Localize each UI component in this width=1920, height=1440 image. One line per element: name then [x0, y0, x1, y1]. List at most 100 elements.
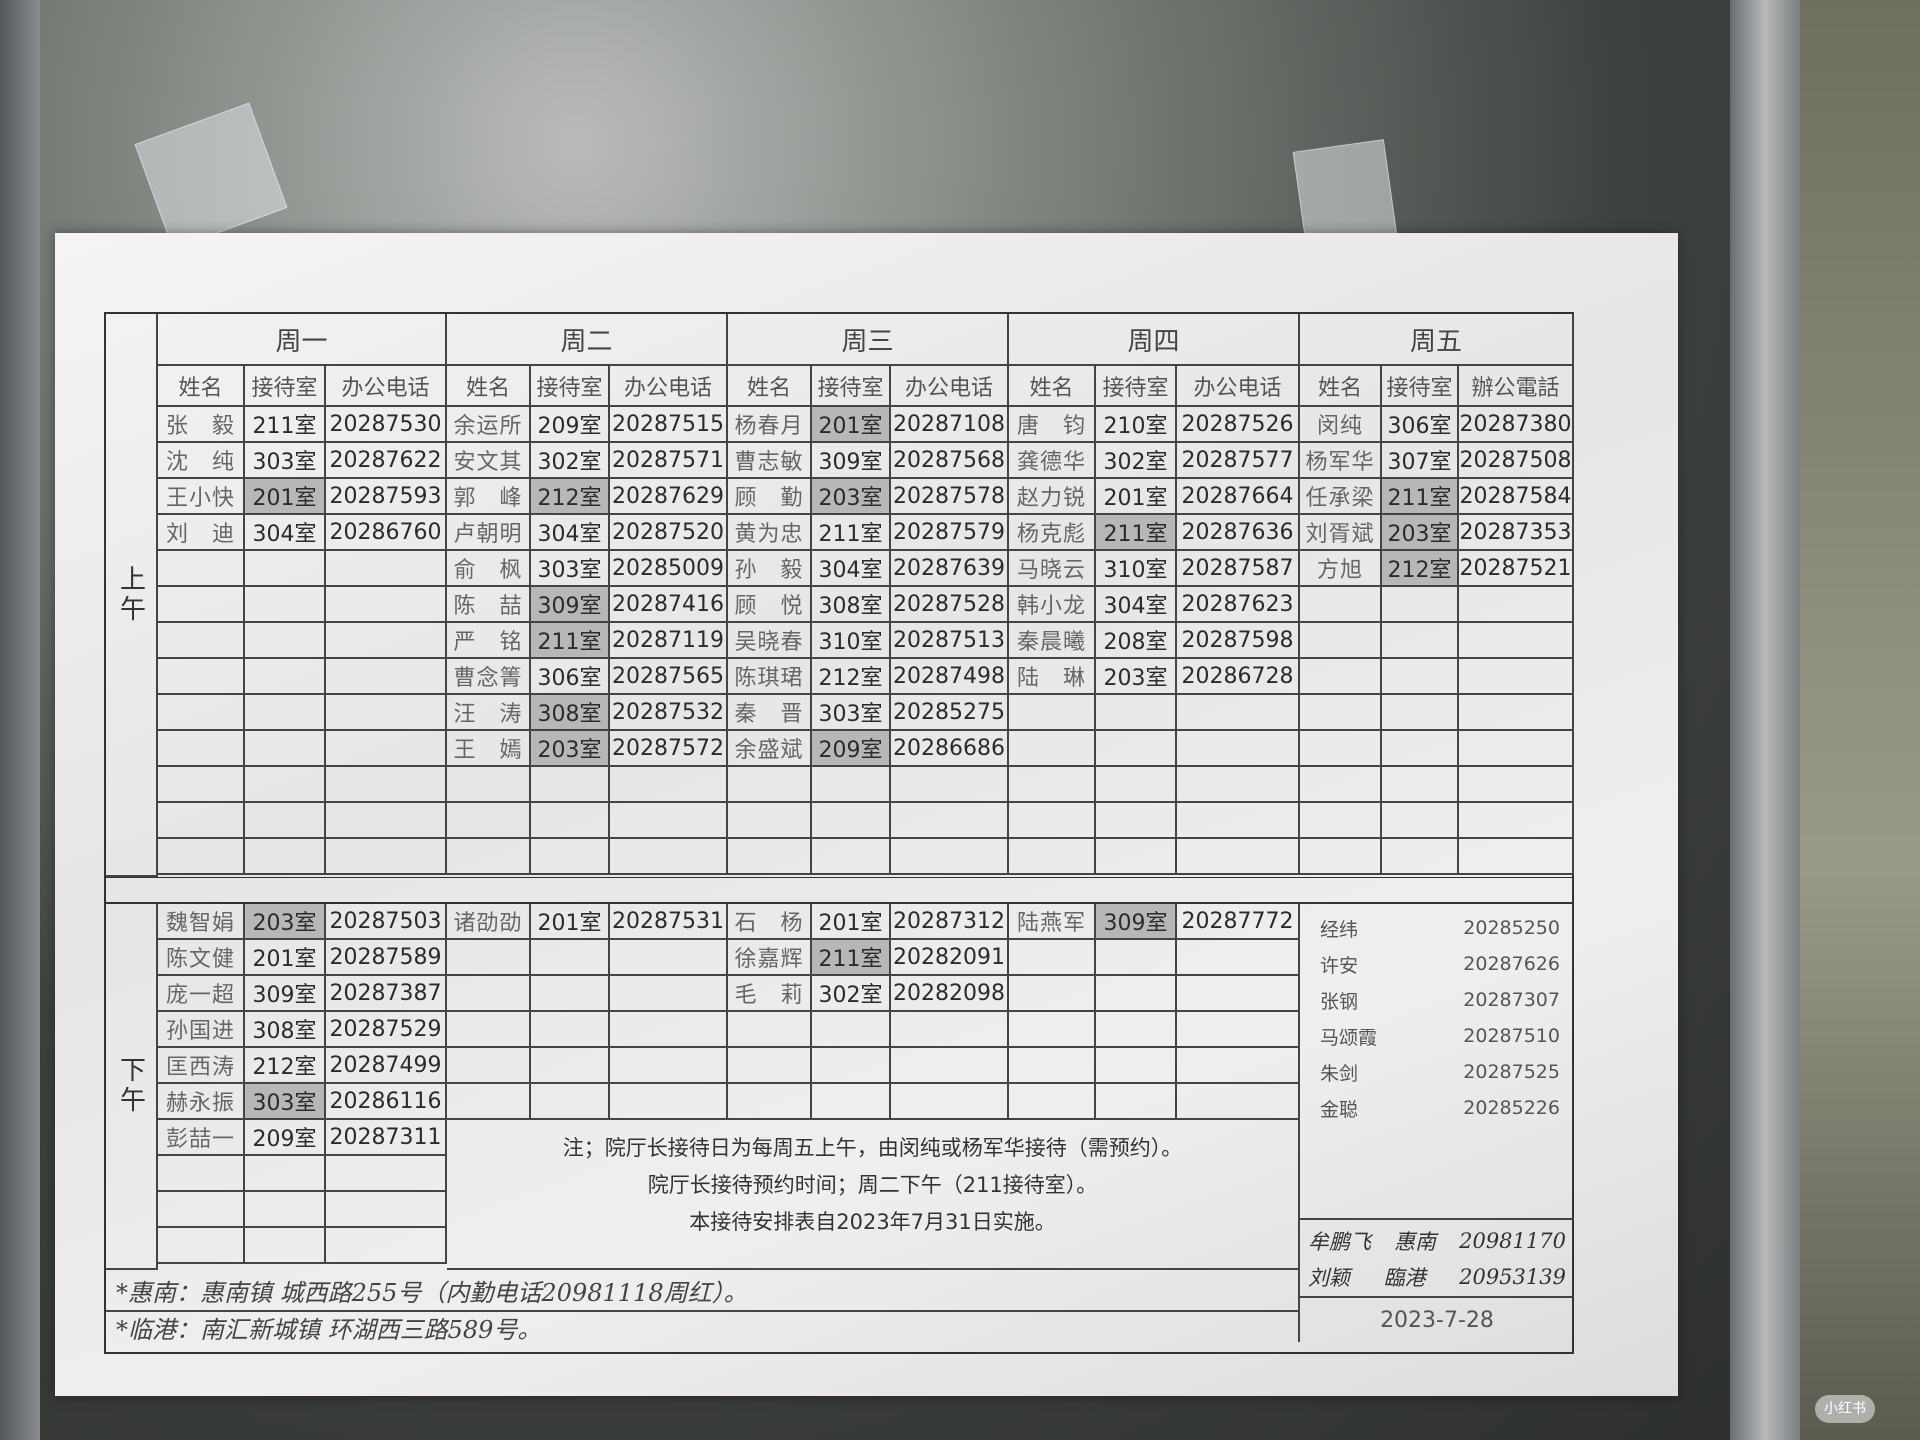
staff-phone: 20287530 [326, 407, 447, 443]
staff-name: 陈琪珺 [728, 659, 812, 695]
staff-phone: 20287579 [891, 515, 1009, 551]
empty-cell [326, 587, 447, 623]
staff-phone: 20287623 [1177, 587, 1300, 623]
staff-phone: 20287528 [891, 587, 1009, 623]
notice-line: 注；院厅长接待日为每周五上午，由闵纯或杨军华接待（需预约）。 [562, 1136, 1183, 1160]
staff-name: 陆 琳 [1009, 659, 1096, 695]
empty-cell [1382, 839, 1459, 875]
empty-cell [891, 803, 1009, 839]
staff-room: 303室 [812, 695, 891, 731]
staff-name: 俞 枫 [447, 551, 531, 587]
column-header: 接待室 [531, 366, 610, 407]
empty-cell [1096, 1048, 1177, 1084]
empty-cell [1300, 623, 1382, 659]
empty-cell [158, 1228, 245, 1264]
staff-phone: 20287108 [891, 407, 1009, 443]
empty-cell [158, 839, 245, 875]
empty-cell [728, 1084, 812, 1120]
staff-phone: 20287508 [1459, 443, 1574, 479]
staff-name: 张钢 [1320, 990, 1359, 1013]
staff-name: 朱剑 [1320, 1062, 1359, 1085]
staff-name: 金聪 [1320, 1098, 1359, 1121]
empty-cell [812, 1084, 891, 1120]
empty-cell [531, 1084, 610, 1120]
staff-name: 魏智娟 [158, 904, 245, 940]
list-item: 朱剑 20287525 [1300, 1054, 1574, 1090]
empty-cell [245, 1228, 326, 1264]
empty-cell [1096, 1084, 1177, 1120]
staff-phone: 20287311 [326, 1120, 447, 1156]
empty-cell [812, 803, 891, 839]
staff-name: 赵力锐 [1009, 479, 1096, 515]
empty-cell [610, 976, 728, 1012]
empty-cell [447, 839, 531, 875]
staff-phone: 20287353 [1459, 515, 1574, 551]
empty-cell [1096, 940, 1177, 976]
staff-room: 309室 [531, 587, 610, 623]
staff-name: 秦 晋 [728, 695, 812, 731]
empty-cell [245, 839, 326, 875]
staff-name: 黄为忠 [728, 515, 812, 551]
empty-cell [1382, 659, 1459, 695]
empty-cell [610, 839, 728, 875]
empty-cell [1096, 767, 1177, 803]
day-header: 周一 [158, 314, 447, 366]
staff-name: 余盛斌 [728, 731, 812, 767]
empty-cell [326, 623, 447, 659]
empty-cell [610, 803, 728, 839]
empty-cell [1177, 839, 1300, 875]
staff-room: 310室 [1096, 551, 1177, 587]
staff-name: 许安 [1320, 954, 1359, 977]
empty-cell [447, 767, 531, 803]
staff-phone: 20287532 [610, 695, 728, 731]
staff-room: 201室 [812, 407, 891, 443]
staff-name: 诸劭劭 [447, 904, 531, 940]
staff-room: 302室 [812, 976, 891, 1012]
empty-cell [447, 1084, 531, 1120]
staff-name: 安文其 [447, 443, 531, 479]
column-header: 姓名 [728, 366, 812, 407]
staff-phone: 20287525 [1463, 1061, 1560, 1083]
empty-cell [1009, 1012, 1096, 1048]
staff-phone: 20287639 [891, 551, 1009, 587]
empty-cell [245, 551, 326, 587]
empty-cell [158, 1156, 245, 1192]
empty-cell [1300, 731, 1382, 767]
staff-phone: 20286116 [326, 1084, 447, 1120]
window-frame-left [0, 0, 40, 1440]
column-header: 办公电话 [610, 366, 728, 407]
empty-cell [447, 803, 531, 839]
empty-cell [158, 803, 245, 839]
empty-cell [1177, 1048, 1300, 1084]
staff-phone: 20287598 [1177, 623, 1300, 659]
empty-cell [245, 659, 326, 695]
staff-phone: 20287515 [610, 407, 728, 443]
empty-cell [158, 659, 245, 695]
empty-cell [610, 940, 728, 976]
empty-cell [326, 803, 447, 839]
staff-room: 212室 [812, 659, 891, 695]
empty-cell [812, 767, 891, 803]
staff-name: 石 杨 [728, 904, 812, 940]
staff-phone: 20287636 [1177, 515, 1300, 551]
empty-cell [1382, 731, 1459, 767]
empty-cell [447, 976, 531, 1012]
empty-cell [1177, 803, 1300, 839]
empty-cell [1009, 1048, 1096, 1084]
empty-cell [531, 1048, 610, 1084]
staff-room: 303室 [245, 1084, 326, 1120]
empty-cell [1009, 803, 1096, 839]
empty-cell [1459, 659, 1574, 695]
staff-phone: 20287626 [1463, 953, 1560, 975]
staff-name: 顾 悦 [728, 587, 812, 623]
staff-room: 201室 [531, 904, 610, 940]
staff-name: 杨军华 [1300, 443, 1382, 479]
staff-room: 209室 [812, 731, 891, 767]
empty-cell [326, 1228, 447, 1264]
staff-phone: 20287526 [1177, 407, 1300, 443]
staff-name: 杨克彪 [1009, 515, 1096, 551]
empty-cell [326, 731, 447, 767]
staff-phone: 20287589 [326, 940, 447, 976]
period-label-am: 上午 [106, 314, 158, 877]
staff-room: 211室 [1096, 515, 1177, 551]
